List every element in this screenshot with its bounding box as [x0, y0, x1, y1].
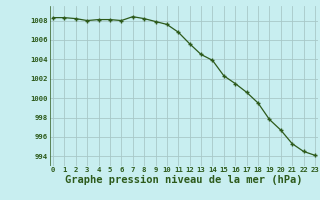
- X-axis label: Graphe pression niveau de la mer (hPa): Graphe pression niveau de la mer (hPa): [65, 175, 303, 185]
